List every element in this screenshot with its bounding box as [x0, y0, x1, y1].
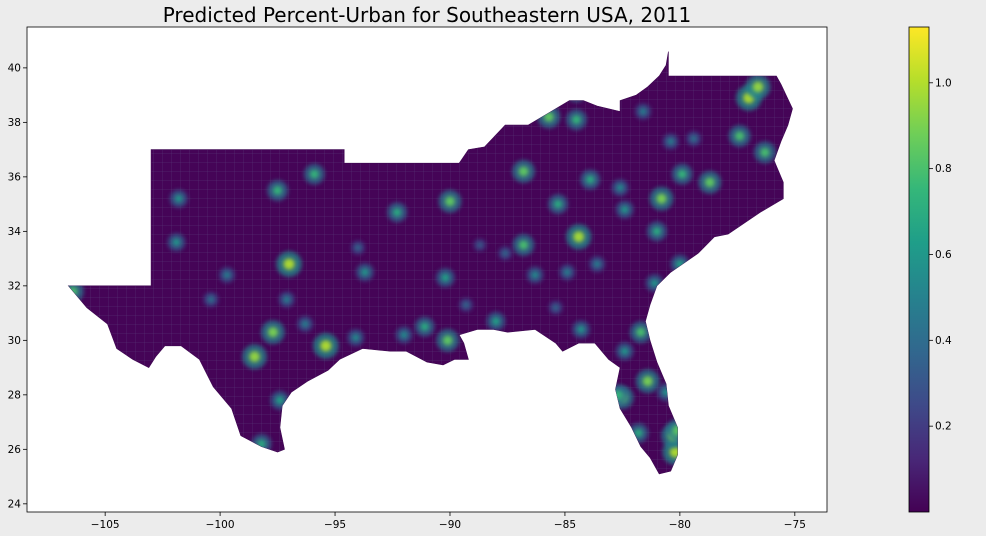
y-tick-label: 36 — [8, 171, 22, 183]
chart-title: Predicted Percent-Urban for Southeastern… — [163, 3, 692, 27]
x-tick-label: −95 — [324, 519, 346, 531]
hotspot — [275, 396, 285, 405]
x-tick-label: −85 — [554, 519, 576, 531]
hotspot — [677, 169, 687, 179]
hotspot — [392, 207, 402, 217]
hotspot — [354, 244, 362, 251]
x-tick-label: −105 — [91, 519, 120, 531]
hotspot — [301, 320, 309, 328]
hotspot — [172, 238, 181, 247]
hotspot — [616, 184, 624, 192]
y-tick-label: 40 — [8, 62, 21, 74]
hotspot — [249, 351, 260, 363]
hotspot — [650, 279, 659, 288]
x-tick-label: −90 — [439, 519, 461, 531]
hotspot — [620, 347, 629, 356]
hotspot — [636, 327, 646, 337]
hotspot — [441, 273, 450, 282]
y-tick-label: 24 — [8, 498, 22, 510]
region-shape — [67, 51, 793, 475]
hotspot — [491, 317, 501, 326]
x-tick-label: −100 — [206, 519, 235, 531]
hotspot — [553, 199, 563, 209]
hotspot — [642, 376, 653, 387]
colorbar-tick-label: 1.0 — [935, 77, 952, 89]
hotspot — [552, 304, 559, 311]
hotspot — [652, 227, 662, 236]
hotspot — [531, 271, 539, 279]
hotspot — [223, 271, 231, 279]
colorbar-tick-label: 0.2 — [935, 421, 952, 433]
hotspot — [174, 194, 183, 203]
y-tick-label: 26 — [8, 444, 22, 456]
hotspot — [593, 260, 601, 268]
urban-hotspots — [68, 74, 776, 465]
hotspot — [420, 322, 430, 332]
hotspot — [571, 115, 581, 125]
y-axis: 24 26 28 30 32 34 36 38 40 — [8, 62, 27, 510]
hotspot — [445, 196, 455, 207]
hotspot — [273, 185, 283, 196]
hotspot — [585, 175, 595, 184]
hotspot — [352, 333, 360, 342]
hotspot — [639, 107, 647, 115]
hotspot — [400, 331, 408, 339]
hotspot — [283, 295, 291, 303]
hotspot — [518, 166, 529, 177]
colorbar-axis: 0.2 0.4 0.6 0.8 1.0 — [929, 77, 952, 433]
x-axis: −105 −100 −95 −90 −85 −80 −75 — [91, 512, 806, 531]
colorbar-tick-label: 0.8 — [935, 163, 952, 175]
hotspot — [704, 177, 715, 188]
hotspot — [283, 258, 295, 270]
hotspot — [442, 335, 453, 346]
hotspot — [752, 81, 764, 93]
y-tick-label: 30 — [8, 335, 21, 347]
colorbar-tick-label: 0.4 — [935, 335, 952, 347]
hotspot — [634, 428, 643, 438]
hotspot — [207, 296, 215, 303]
hotspot — [463, 301, 470, 309]
choropleth-map — [67, 51, 793, 475]
hotspot — [577, 325, 585, 334]
hotspot — [267, 326, 279, 338]
hotspot — [667, 137, 675, 145]
hotspot — [320, 340, 332, 352]
y-tick-label: 28 — [8, 389, 21, 401]
hotspot — [543, 111, 554, 122]
hotspot — [690, 135, 697, 143]
colorbar — [908, 26, 930, 513]
hotspot — [361, 268, 369, 277]
hotspot — [502, 250, 509, 257]
y-tick-label: 32 — [8, 280, 21, 292]
hotspot — [734, 131, 745, 141]
hotspot — [760, 147, 770, 158]
hotspot — [518, 240, 529, 250]
x-tick-label: −80 — [669, 519, 691, 531]
hotspot — [477, 242, 483, 248]
hotspot — [656, 193, 667, 204]
hotspot — [309, 169, 319, 179]
hotspot — [573, 231, 585, 243]
hotspot — [563, 268, 571, 276]
hotspot — [620, 205, 629, 214]
x-tick-label: −75 — [784, 519, 806, 531]
colorbar-tick-label: 0.6 — [935, 249, 952, 261]
y-tick-label: 38 — [8, 117, 21, 129]
y-tick-label: 34 — [8, 226, 22, 238]
